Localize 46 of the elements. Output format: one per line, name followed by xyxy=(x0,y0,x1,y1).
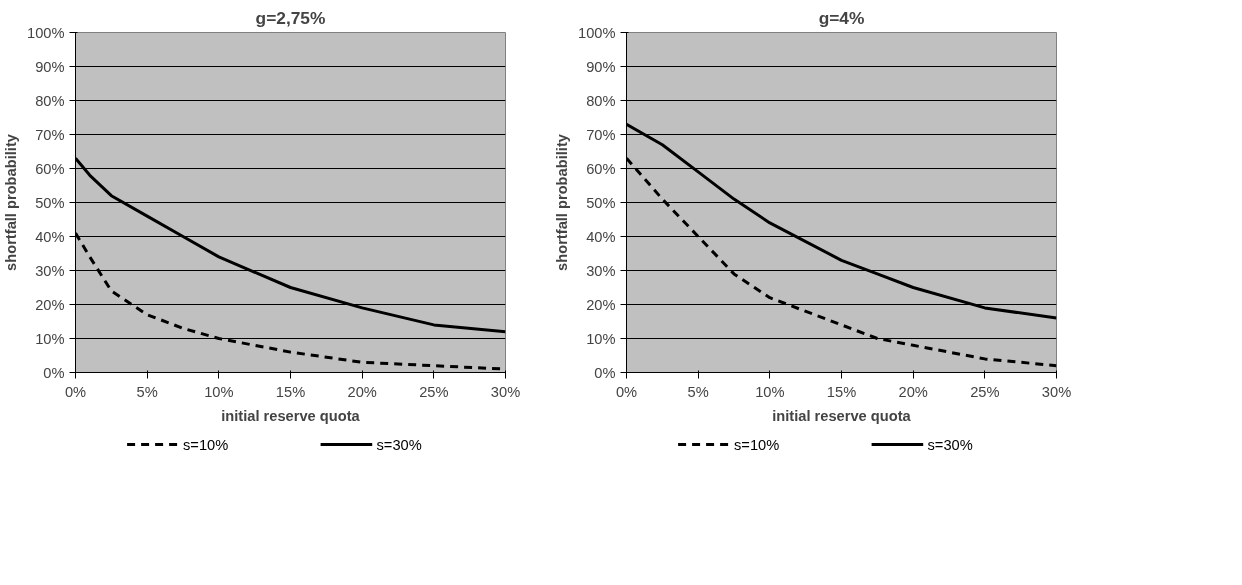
x-axis-title: initial reserve quota xyxy=(772,407,912,424)
x-tick-label: 25% xyxy=(970,383,1000,400)
y-tick-label: 80% xyxy=(586,92,616,109)
x-tick-label: 30% xyxy=(490,383,521,400)
x-tick-label: 15% xyxy=(275,383,306,400)
y-tick-label: 0% xyxy=(594,364,616,381)
x-tick-label: 20% xyxy=(898,383,928,400)
legend-label: s=30% xyxy=(927,436,973,453)
y-tick-label: 40% xyxy=(586,228,616,245)
legend-label: s=10% xyxy=(734,436,780,453)
y-tick-label: 100% xyxy=(578,24,616,41)
x-tick-label: 5% xyxy=(687,383,709,400)
y-tick-label: 80% xyxy=(35,92,65,109)
y-tick-label: 10% xyxy=(35,330,65,347)
y-axis-title: shortfall probability xyxy=(554,133,571,271)
y-tick-label: 30% xyxy=(586,262,616,279)
chart-title: g=2,75% xyxy=(255,7,326,28)
legend-label: s=10% xyxy=(183,436,229,453)
x-tick-label: 5% xyxy=(136,383,158,400)
x-tick-label: 20% xyxy=(347,383,377,400)
y-tick-label: 90% xyxy=(35,58,65,75)
x-tick-label: 15% xyxy=(826,383,857,400)
x-tick-label: 0% xyxy=(64,383,87,400)
y-tick-label: 30% xyxy=(35,262,65,279)
y-tick-label: 60% xyxy=(35,160,65,177)
y-tick-label: 100% xyxy=(27,24,65,41)
y-axis-title: shortfall probability xyxy=(3,133,20,271)
x-tick-label: 30% xyxy=(1041,383,1072,400)
y-tick-label: 20% xyxy=(35,296,65,313)
y-tick-label: 20% xyxy=(586,296,616,313)
x-tick-label: 10% xyxy=(755,383,785,400)
x-tick-label: 25% xyxy=(419,383,449,400)
y-tick-label: 70% xyxy=(35,126,65,143)
x-tick-label: 0% xyxy=(615,383,638,400)
y-tick-label: 70% xyxy=(586,126,616,143)
y-tick-label: 10% xyxy=(586,330,616,347)
x-tick-label: 10% xyxy=(204,383,234,400)
y-tick-label: 0% xyxy=(43,364,65,381)
x-axis-title: initial reserve quota xyxy=(221,407,361,424)
chart-title: g=4% xyxy=(818,7,865,28)
y-tick-label: 90% xyxy=(586,58,616,75)
legend-label: s=30% xyxy=(376,436,422,453)
y-tick-label: 60% xyxy=(586,160,616,177)
y-tick-label: 50% xyxy=(35,194,65,211)
y-tick-label: 40% xyxy=(35,228,65,245)
y-tick-label: 50% xyxy=(586,194,616,211)
